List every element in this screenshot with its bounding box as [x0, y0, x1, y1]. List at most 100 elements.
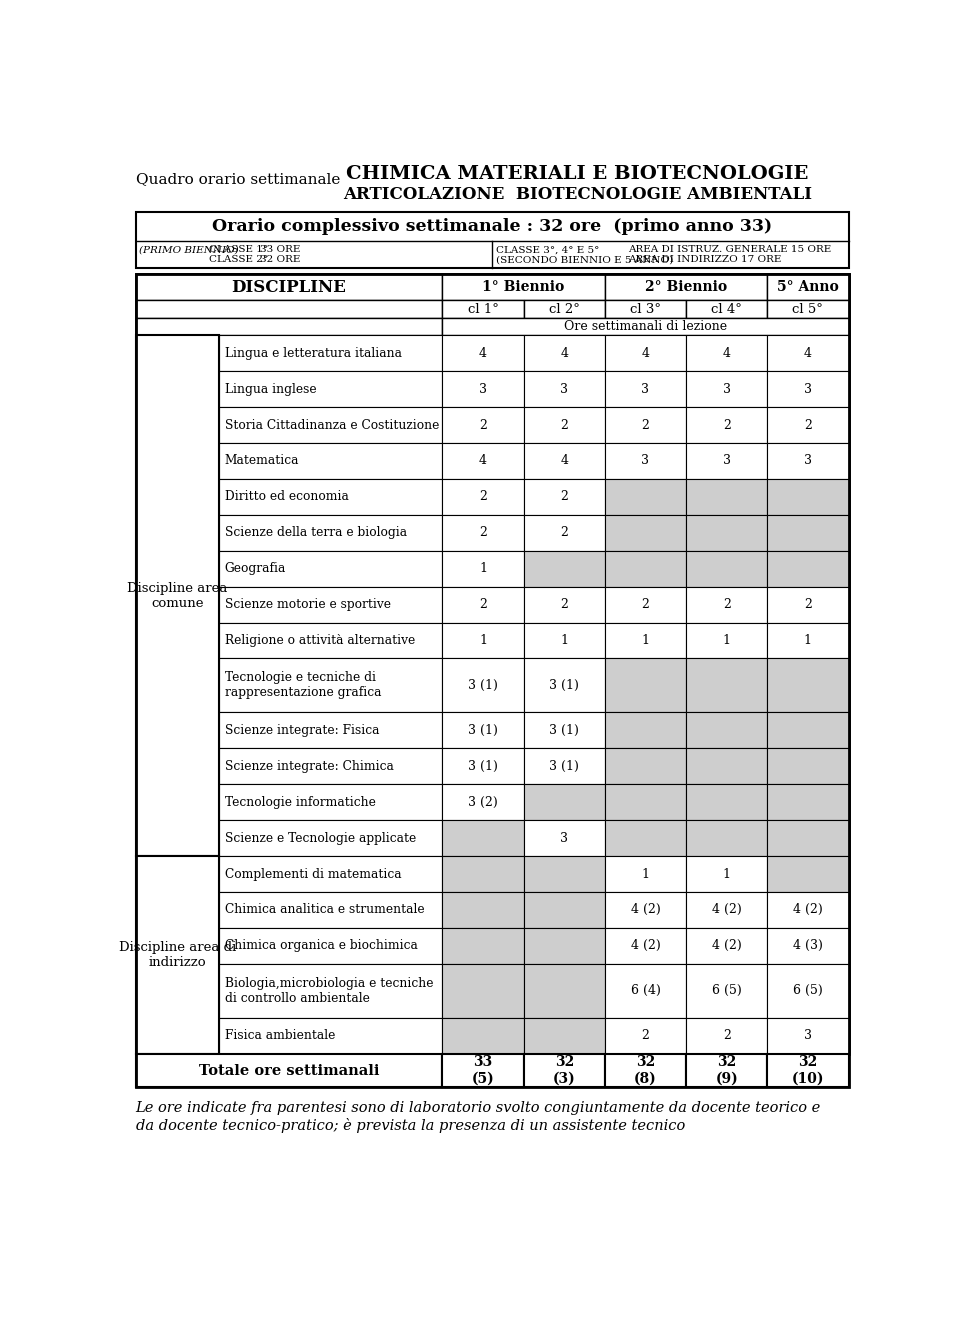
Bar [767, 784, 849, 820]
Bar [767, 479, 849, 515]
Text: 33 ORE: 33 ORE [259, 245, 300, 254]
Bar [767, 335, 849, 371]
Text: 4 (2): 4 (2) [631, 903, 660, 916]
Text: 3: 3 [723, 454, 731, 467]
Bar [605, 928, 686, 964]
Bar [443, 784, 523, 820]
Bar [443, 748, 523, 784]
Text: 4: 4 [723, 347, 731, 360]
Text: 3: 3 [641, 383, 650, 396]
Bar [219, 1018, 443, 1054]
Bar [605, 964, 686, 1018]
Bar [135, 318, 443, 335]
Bar [767, 444, 849, 479]
Text: 3: 3 [561, 383, 568, 396]
Bar [219, 444, 443, 479]
Text: 3: 3 [804, 383, 812, 396]
Bar [443, 820, 523, 857]
Bar [523, 892, 605, 928]
Text: 2: 2 [479, 490, 487, 503]
Bar [686, 515, 767, 551]
Bar [135, 335, 219, 857]
Text: 2: 2 [561, 418, 568, 432]
Bar [767, 551, 849, 587]
Text: cl 1°: cl 1° [468, 302, 498, 315]
Text: 6 (4): 6 (4) [631, 984, 660, 997]
Bar [219, 658, 443, 712]
Text: cl 3°: cl 3° [630, 302, 660, 315]
Bar [767, 622, 849, 658]
Text: 4 (2): 4 (2) [631, 939, 660, 952]
Bar [686, 299, 767, 318]
Text: (PRIMO BIENNIO): (PRIMO BIENNIO) [139, 245, 239, 254]
Bar [135, 274, 849, 1054]
Bar [605, 587, 686, 622]
Bar [523, 371, 605, 406]
Text: 1: 1 [804, 634, 812, 647]
Text: 3: 3 [479, 383, 487, 396]
Text: Tecnologie e tecniche di
rappresentazione grafica: Tecnologie e tecniche di rappresentazion… [225, 671, 381, 699]
Text: Discipline area
comune: Discipline area comune [127, 581, 228, 609]
Bar [523, 1018, 605, 1054]
Text: 33
(5): 33 (5) [471, 1055, 494, 1086]
Bar [135, 274, 443, 299]
Text: 2: 2 [561, 598, 568, 612]
Bar [605, 371, 686, 406]
Bar [767, 857, 849, 892]
Text: Scienze integrate: Fisica: Scienze integrate: Fisica [225, 724, 379, 737]
Bar [605, 892, 686, 928]
Bar [686, 712, 767, 748]
Bar [219, 784, 443, 820]
Text: Biologia,microbiologia e tecniche
di controllo ambientale: Biologia,microbiologia e tecniche di con… [225, 977, 433, 1005]
Text: 3 (1): 3 (1) [468, 679, 498, 692]
Text: Matematica: Matematica [225, 454, 300, 467]
Text: 3 (2): 3 (2) [468, 796, 498, 809]
Bar [686, 1054, 767, 1087]
Text: 1: 1 [641, 634, 650, 647]
Bar [605, 335, 686, 371]
Bar [443, 928, 523, 964]
Text: CLASSE 1°: CLASSE 1° [209, 245, 268, 254]
Text: 4: 4 [804, 347, 812, 360]
Text: 2: 2 [804, 598, 812, 612]
Bar [443, 964, 523, 1018]
Text: Ore settimanali di lezione: Ore settimanali di lezione [564, 320, 727, 334]
Bar [767, 274, 849, 299]
Text: 4: 4 [479, 347, 487, 360]
Bar [605, 1054, 686, 1087]
Bar [686, 406, 767, 444]
Text: 2: 2 [723, 1029, 731, 1042]
Bar [686, 622, 767, 658]
Text: cl 2°: cl 2° [549, 302, 580, 315]
Bar [523, 857, 605, 892]
Text: 2: 2 [479, 526, 487, 539]
Text: Orario complessivo settimanale : 32 ore  (primo anno 33): Orario complessivo settimanale : 32 ore … [212, 218, 772, 236]
Text: 4 (2): 4 (2) [793, 903, 823, 916]
Bar [443, 274, 605, 299]
Bar [686, 444, 767, 479]
Text: 32 ORE: 32 ORE [259, 256, 300, 265]
Bar [686, 820, 767, 857]
Text: 4: 4 [641, 347, 650, 360]
Bar [523, 748, 605, 784]
Text: 1: 1 [479, 634, 487, 647]
Bar [443, 515, 523, 551]
Bar [523, 299, 605, 318]
Bar [135, 1054, 443, 1087]
Text: 4: 4 [479, 454, 487, 467]
Bar [605, 1018, 686, 1054]
Bar [219, 748, 443, 784]
Text: 5° Anno: 5° Anno [777, 281, 839, 294]
Text: 2: 2 [479, 598, 487, 612]
Bar [523, 712, 605, 748]
Text: 3 (1): 3 (1) [549, 760, 579, 773]
Text: 3 (1): 3 (1) [468, 724, 498, 737]
Text: 2: 2 [641, 418, 649, 432]
Text: 32
(9): 32 (9) [715, 1055, 738, 1086]
Bar [523, 335, 605, 371]
Bar [523, 551, 605, 587]
Bar [767, 748, 849, 784]
Bar [219, 928, 443, 964]
Bar [605, 299, 686, 318]
Text: Scienze integrate: Chimica: Scienze integrate: Chimica [225, 760, 394, 773]
